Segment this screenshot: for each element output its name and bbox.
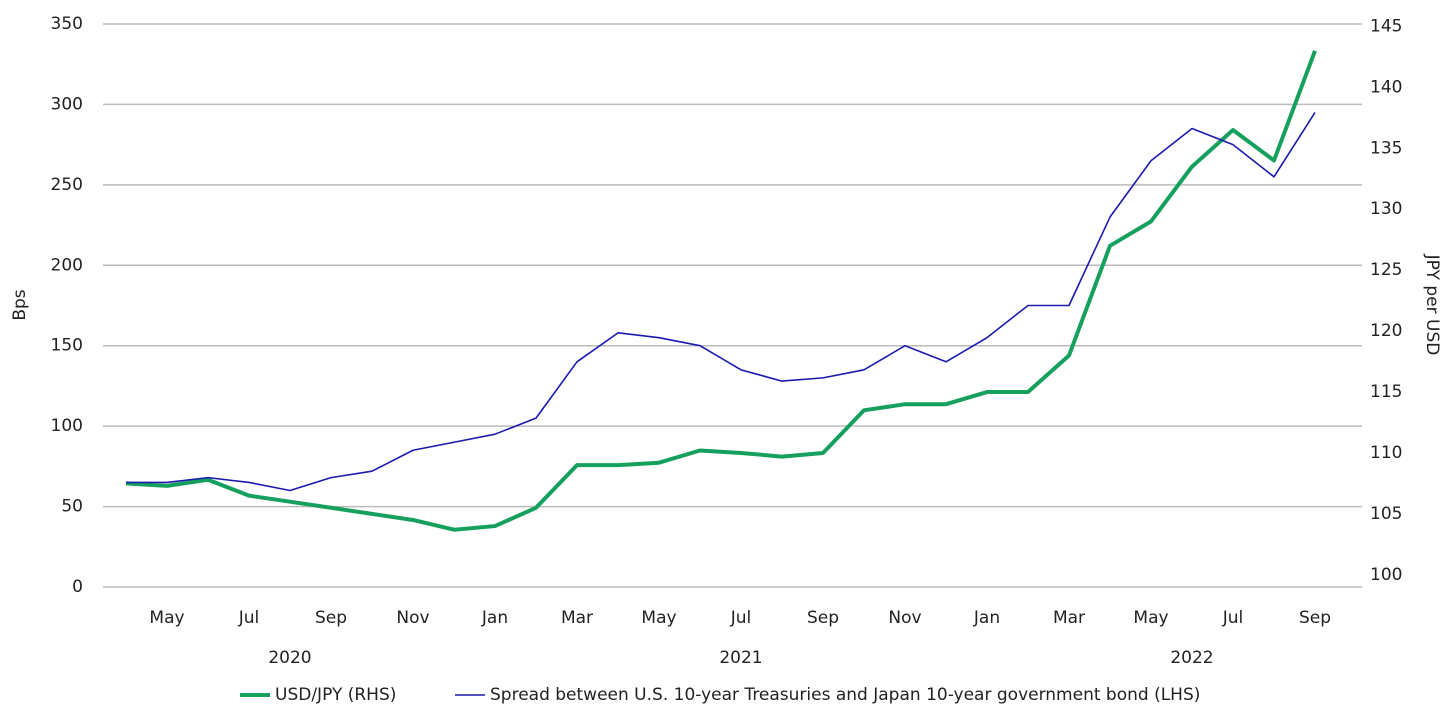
legend-label: Spread between U.S. 10-year Treasuries a… [490, 685, 1200, 705]
line-series [125, 50, 1317, 532]
y-tick-label: 350 [51, 14, 83, 34]
y2-tick-label: 120 [1370, 321, 1402, 341]
line-series [126, 112, 1316, 492]
x-tick-label: Mar [1053, 608, 1085, 628]
x-tick-label: Jan [973, 608, 1000, 628]
y-axis-label: Bps [10, 289, 30, 320]
y-tick-label: 150 [51, 336, 83, 356]
y2-tick-label: 135 [1370, 138, 1402, 158]
y-tick-label: 250 [51, 175, 83, 195]
x-tick-label: Jul [730, 608, 752, 628]
y2-axis-label: JPY per USD [1422, 254, 1442, 356]
y2-tick-label: 125 [1370, 260, 1402, 280]
x-tick-label: Sep [315, 608, 347, 628]
legend-label: USD/JPY (RHS) [275, 685, 396, 705]
x-tick-label: Nov [396, 608, 429, 628]
x-tick-label: Jul [1222, 608, 1244, 628]
x-tick-label: Mar [561, 608, 593, 628]
x-tick-label: Jan [481, 608, 508, 628]
x-tick-label: Sep [1299, 608, 1331, 628]
y2-tick-label: 105 [1370, 504, 1402, 524]
y2-tick-label: 140 [1370, 77, 1402, 97]
x-tick-label: Nov [888, 608, 921, 628]
year-label: 2022 [1170, 648, 1213, 668]
y-tick-label: 200 [51, 255, 83, 275]
y-tick-label: 100 [51, 416, 83, 436]
x-tick-label: May [641, 608, 676, 628]
y-tick-label: 0 [72, 577, 83, 597]
x-tick-label: Sep [807, 608, 839, 628]
y2-tick-label: 145 [1370, 16, 1402, 36]
y-tick-label: 300 [51, 94, 83, 114]
y2-tick-label: 110 [1370, 443, 1402, 463]
y2-tick-label: 100 [1370, 565, 1402, 585]
year-label: 2020 [268, 648, 311, 668]
year-label: 2021 [719, 648, 762, 668]
y2-tick-label: 115 [1370, 382, 1402, 402]
x-tick-label: Jul [238, 608, 260, 628]
x-tick-label: May [149, 608, 184, 628]
x-tick-label: May [1133, 608, 1168, 628]
y2-tick-label: 130 [1370, 199, 1402, 219]
y-tick-label: 50 [61, 497, 83, 517]
